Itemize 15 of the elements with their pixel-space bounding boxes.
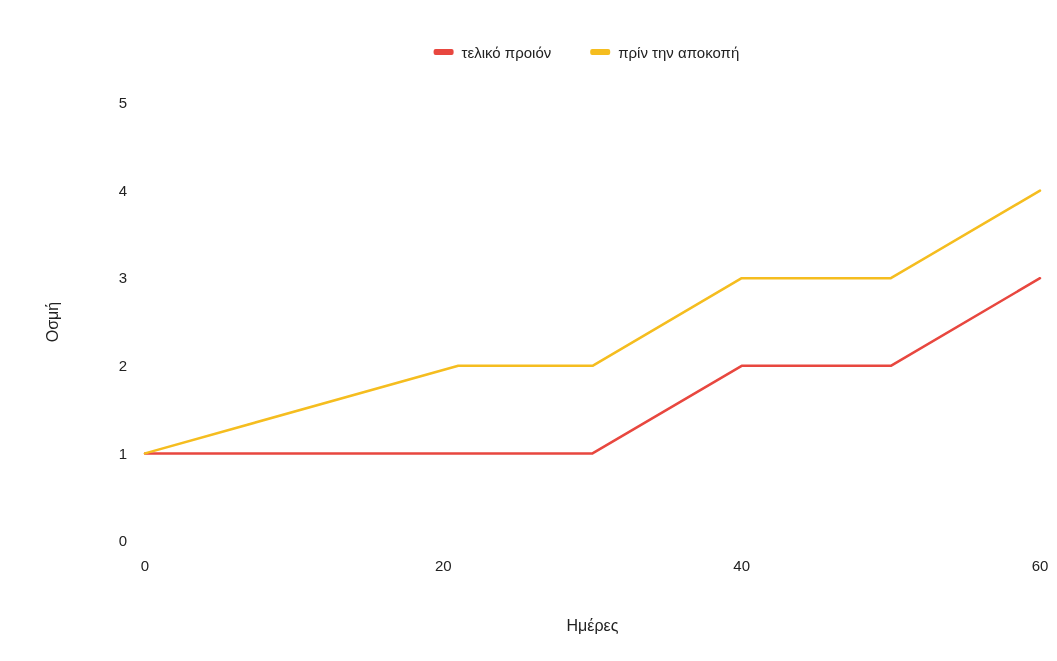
y-tick-label: 1	[118, 444, 127, 462]
x-tick-label: 20	[434, 557, 452, 574]
x-tick-label: 60	[1031, 557, 1049, 574]
y-tick-label: 2	[118, 357, 127, 375]
y-tick-label: 4	[118, 181, 127, 199]
legend-label: πρίν την αποκοπή	[618, 44, 740, 61]
y-tick-label: 3	[118, 269, 127, 287]
x-tick-label: 40	[733, 557, 751, 574]
line-series	[143, 189, 1042, 455]
y-tick-label: 5	[118, 94, 127, 112]
y-axis-title: Οσμή	[44, 301, 61, 343]
y-tick-label: 0	[118, 532, 127, 550]
x-tick-label: 0	[140, 557, 150, 574]
x-axis-title: Ημέρες	[566, 617, 619, 634]
legend-label: τελικό προιόν	[461, 44, 552, 61]
